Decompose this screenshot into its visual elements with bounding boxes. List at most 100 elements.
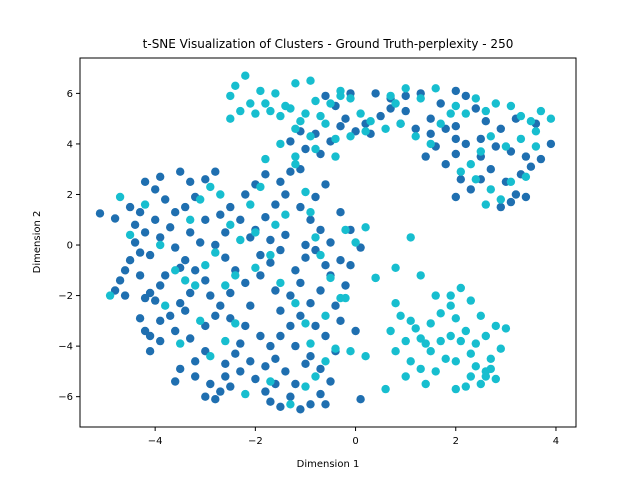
scatter-point — [311, 233, 320, 242]
scatter-point — [451, 357, 460, 366]
scatter-point — [316, 389, 325, 399]
scatter-point — [201, 215, 210, 224]
scatter-point — [411, 324, 420, 333]
scatter-point — [271, 89, 280, 98]
scatter-point — [186, 228, 195, 237]
y-tick-label: −2 — [58, 291, 73, 302]
scatter-point — [145, 331, 155, 341]
scatter-point — [401, 372, 410, 381]
scatter-point — [506, 177, 516, 186]
scatter-point — [331, 152, 340, 161]
scatter-point — [466, 160, 475, 169]
scatter-point — [471, 104, 480, 113]
scatter-point — [336, 91, 345, 101]
scatter-point — [281, 230, 290, 240]
scatter-point — [481, 106, 490, 116]
scatter-point — [201, 261, 210, 270]
scatter-point — [306, 400, 315, 409]
scatter-point — [271, 220, 280, 229]
scatter-point — [276, 177, 285, 186]
scatter-point — [461, 109, 470, 118]
scatter-point — [125, 202, 135, 212]
scatter-point — [426, 347, 435, 356]
scatter-point — [461, 382, 470, 391]
scatter-point — [281, 210, 290, 219]
scatter-point — [251, 228, 260, 237]
scatter-point — [276, 245, 285, 255]
scatter-point — [361, 127, 370, 136]
scatter-point — [321, 400, 330, 409]
scatter-point — [151, 296, 160, 305]
scatter-point — [501, 324, 511, 333]
scatter-point — [176, 167, 185, 176]
scatter-point — [105, 291, 115, 300]
scatter-point — [140, 177, 150, 186]
scatter-point — [176, 339, 185, 348]
scatter-point — [346, 347, 355, 356]
scatter-point — [161, 271, 170, 280]
scatter-point — [466, 349, 475, 358]
scatter-point — [431, 367, 440, 376]
scatter-point — [296, 311, 305, 320]
scatter-point — [246, 357, 255, 366]
scatter-point — [341, 281, 350, 290]
scatter-point — [266, 106, 275, 116]
scatter-point — [271, 286, 280, 295]
scatter-point — [471, 339, 480, 348]
scatter-point — [351, 326, 360, 336]
scatter-point — [251, 374, 260, 384]
scatter-point — [115, 276, 125, 285]
scatter-point — [261, 154, 270, 164]
scatter-point — [506, 101, 516, 111]
y-axis: −6 −4 −2 0 2 4 6 — [58, 89, 80, 403]
scatter-point — [366, 117, 375, 126]
scatter-point — [466, 296, 475, 305]
scatter-point — [286, 392, 295, 401]
scatter-point — [426, 114, 435, 123]
scatter-point — [456, 167, 465, 176]
scatter-point — [461, 326, 470, 336]
scatter-point — [496, 202, 505, 212]
scatter-point — [216, 301, 225, 310]
scatter-point — [181, 276, 190, 285]
scatter-point — [496, 344, 505, 353]
scatter-point — [271, 354, 280, 363]
scatter-point — [416, 94, 425, 103]
scatter-point — [306, 208, 315, 217]
scatter-point — [261, 213, 270, 222]
scatter-point — [371, 273, 380, 283]
scatter-point — [191, 266, 200, 275]
scatter-point — [356, 395, 365, 404]
scatter-point — [211, 240, 220, 250]
scatter-point — [291, 379, 300, 389]
scatter-point — [471, 362, 480, 371]
y-tick-label: 6 — [67, 89, 73, 100]
scatter-point — [471, 175, 480, 184]
scatter-point — [386, 91, 395, 101]
scatter-point — [176, 299, 185, 308]
scatter-point — [531, 127, 541, 136]
scatter-point — [336, 122, 345, 131]
scatter-point — [261, 387, 270, 396]
scatter-point — [251, 109, 260, 118]
scatter-point — [206, 379, 215, 389]
scatter-point — [436, 99, 445, 108]
scatter-point — [406, 233, 415, 242]
scatter-point — [486, 132, 495, 141]
scatter-point — [381, 124, 390, 133]
scatter-point — [316, 286, 325, 295]
scatter-point — [416, 364, 425, 374]
scatter-point — [266, 235, 275, 245]
scatter-point — [156, 316, 165, 325]
scatter-point — [216, 387, 225, 396]
scatter-point — [186, 288, 195, 298]
scatter-point — [246, 301, 255, 310]
scatter-point — [201, 392, 210, 401]
scatter-point — [436, 119, 445, 128]
scatter-point — [256, 331, 265, 341]
scatter-point — [451, 134, 460, 144]
scatter-point — [95, 209, 105, 218]
scatter-point — [336, 208, 345, 217]
scatter-point — [311, 192, 320, 202]
